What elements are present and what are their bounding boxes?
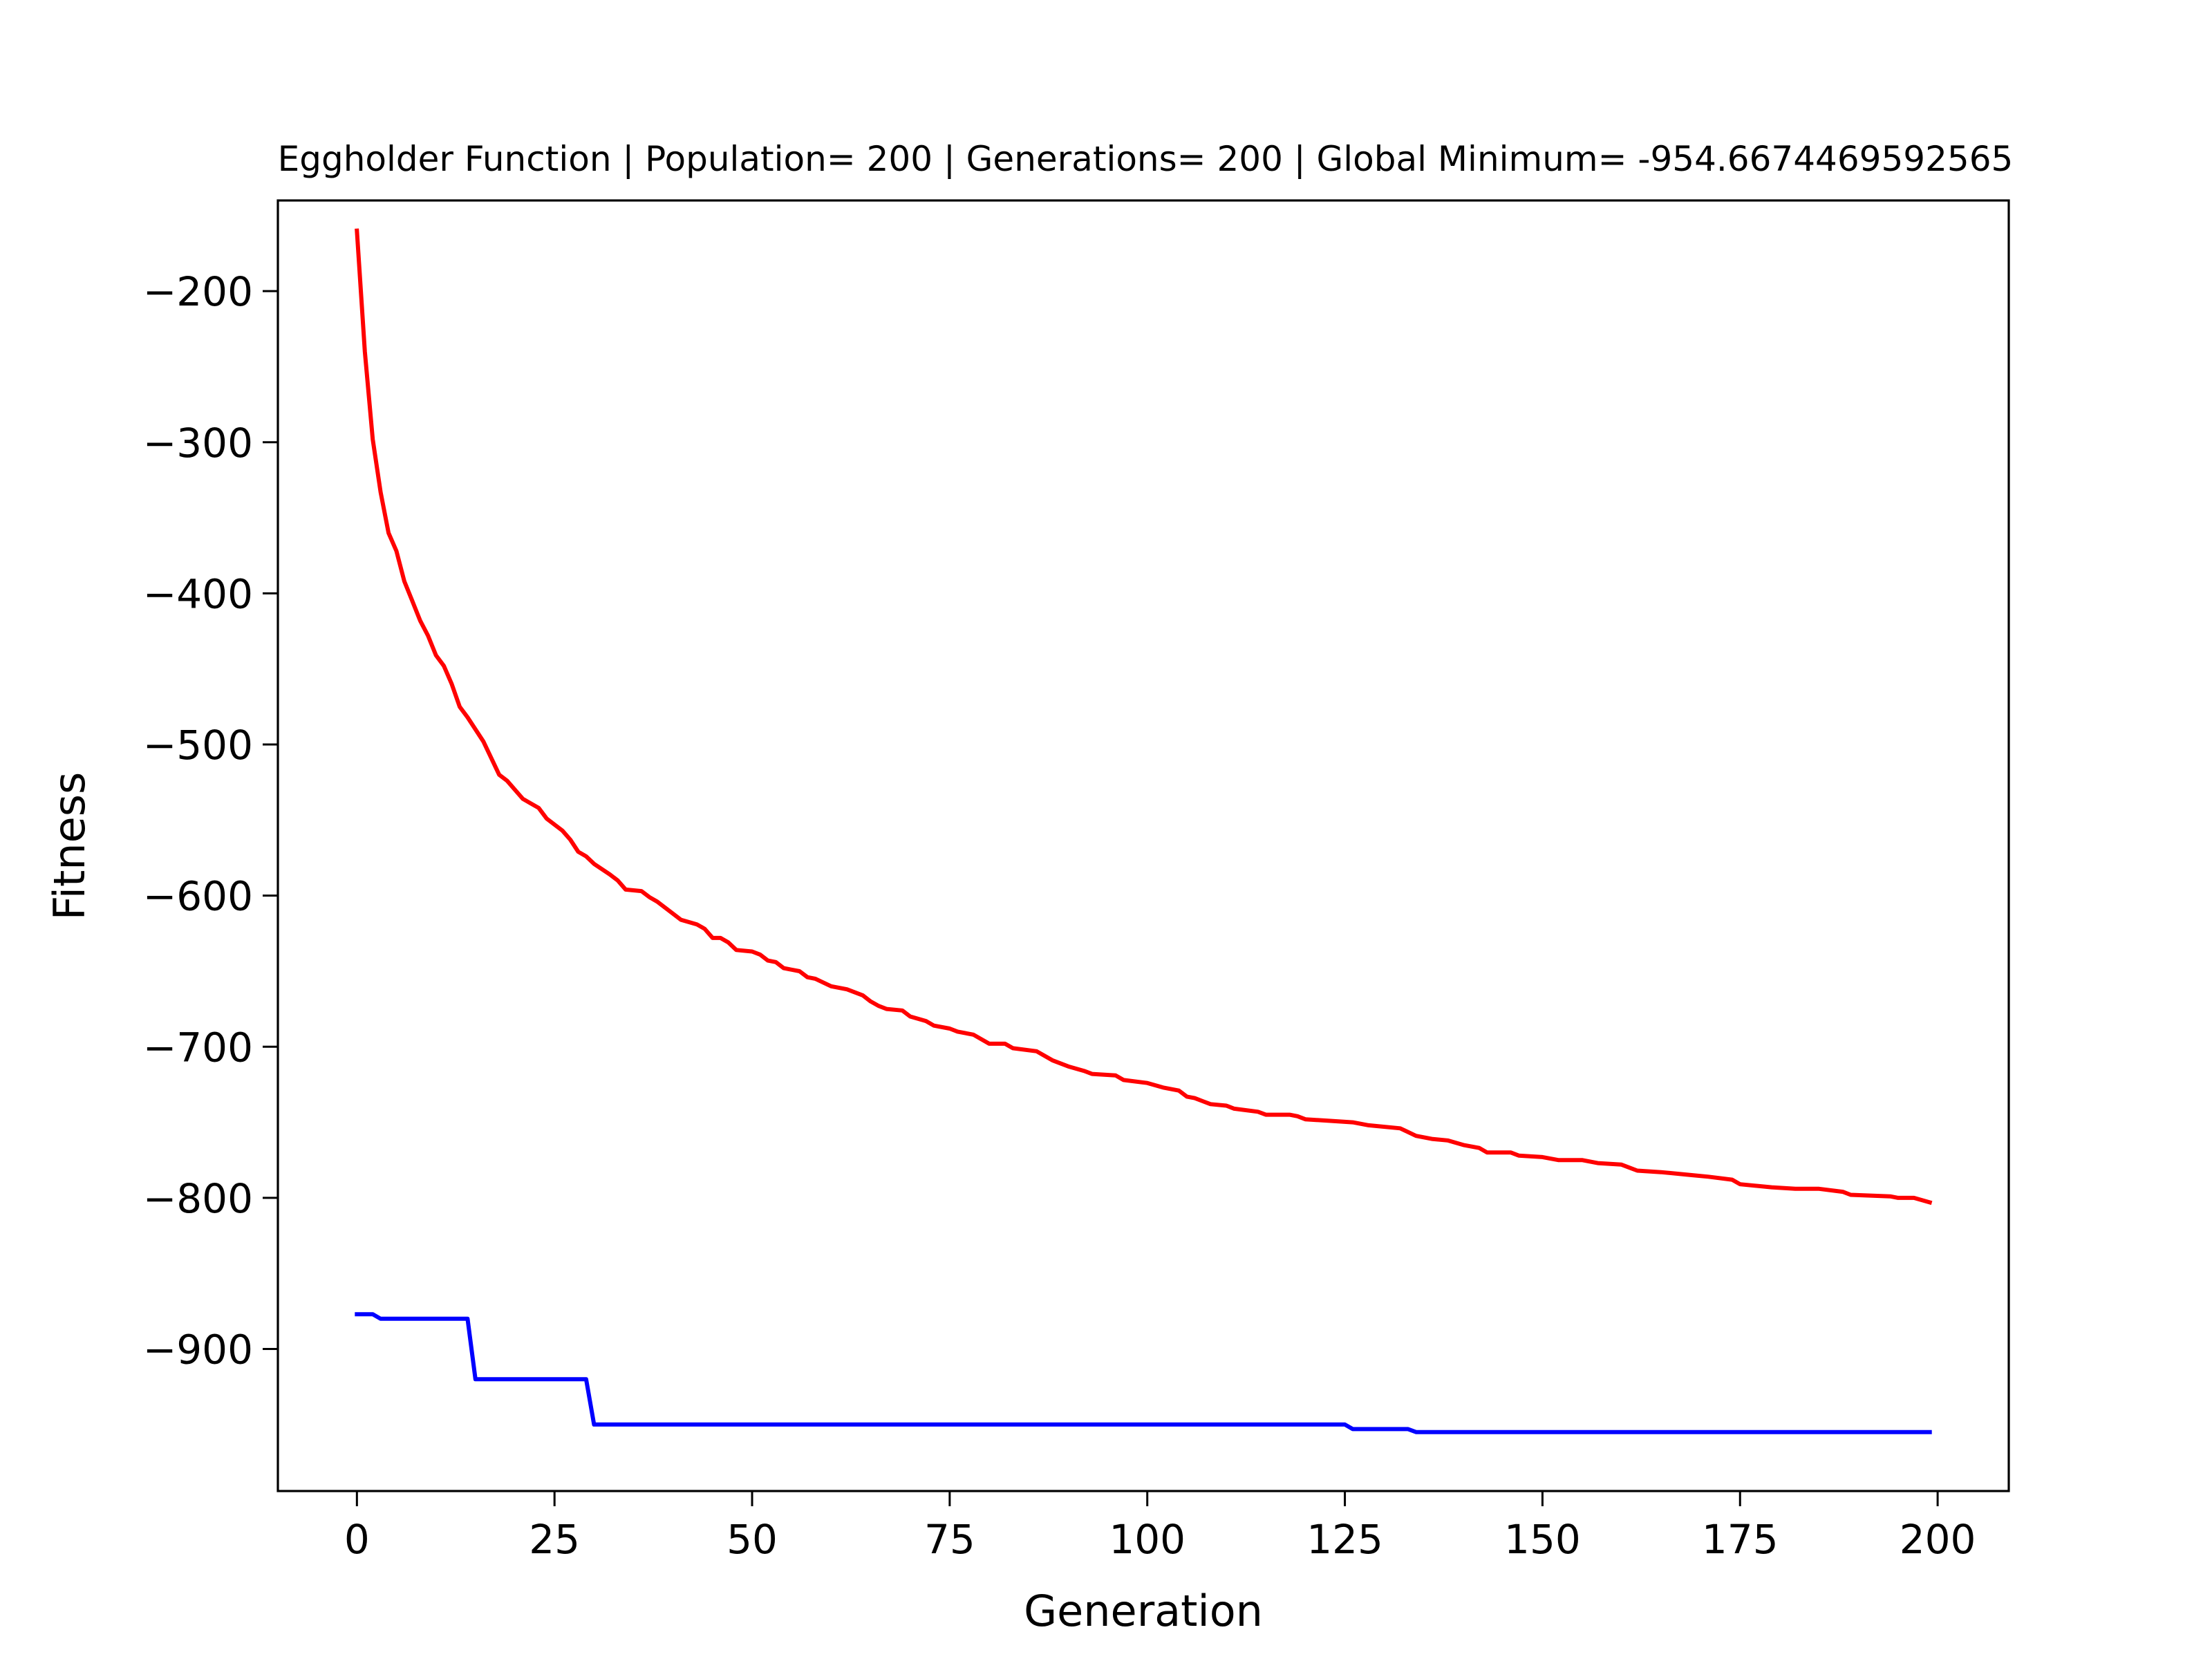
chart-title: Eggholder Function | Population= 200 | G…: [278, 139, 2014, 179]
series-layer: [355, 228, 1933, 1434]
x-tick-label: 175: [1702, 1516, 1779, 1563]
y-tick-label: −300: [143, 420, 253, 467]
x-tick-label: 75: [924, 1516, 975, 1563]
y-tick-label: −900: [143, 1326, 253, 1373]
x-tick-label: 200: [1900, 1516, 1976, 1563]
x-tick-label: 50: [727, 1516, 778, 1563]
series-line-1: [355, 228, 1933, 1206]
x-tick-label: 100: [1109, 1516, 1185, 1563]
series-line-2: [355, 1312, 1932, 1434]
y-axis-ticks: −200 −300 −400 −500 −600 −700 −800 −900: [143, 268, 278, 1373]
y-tick-label: −800: [143, 1175, 253, 1222]
x-axis-ticks: 0 25 50 75 100 125 150 175 200: [344, 1491, 1976, 1563]
x-tick-label: 150: [1504, 1516, 1581, 1563]
plot-frame: [276, 199, 2010, 1492]
x-axis-label: Generation: [1024, 1586, 1263, 1636]
y-tick-label: −400: [143, 570, 253, 617]
y-tick-label: −700: [143, 1024, 253, 1071]
x-tick-label: 125: [1306, 1516, 1383, 1563]
y-axis-label: Fitness: [44, 772, 95, 921]
x-tick-label: 25: [529, 1516, 580, 1563]
y-tick-label: −200: [143, 268, 253, 315]
x-tick-label: 0: [344, 1516, 370, 1563]
y-tick-label: −500: [143, 722, 253, 769]
y-tick-label: −600: [143, 873, 253, 920]
plot-area: [278, 200, 2009, 1491]
